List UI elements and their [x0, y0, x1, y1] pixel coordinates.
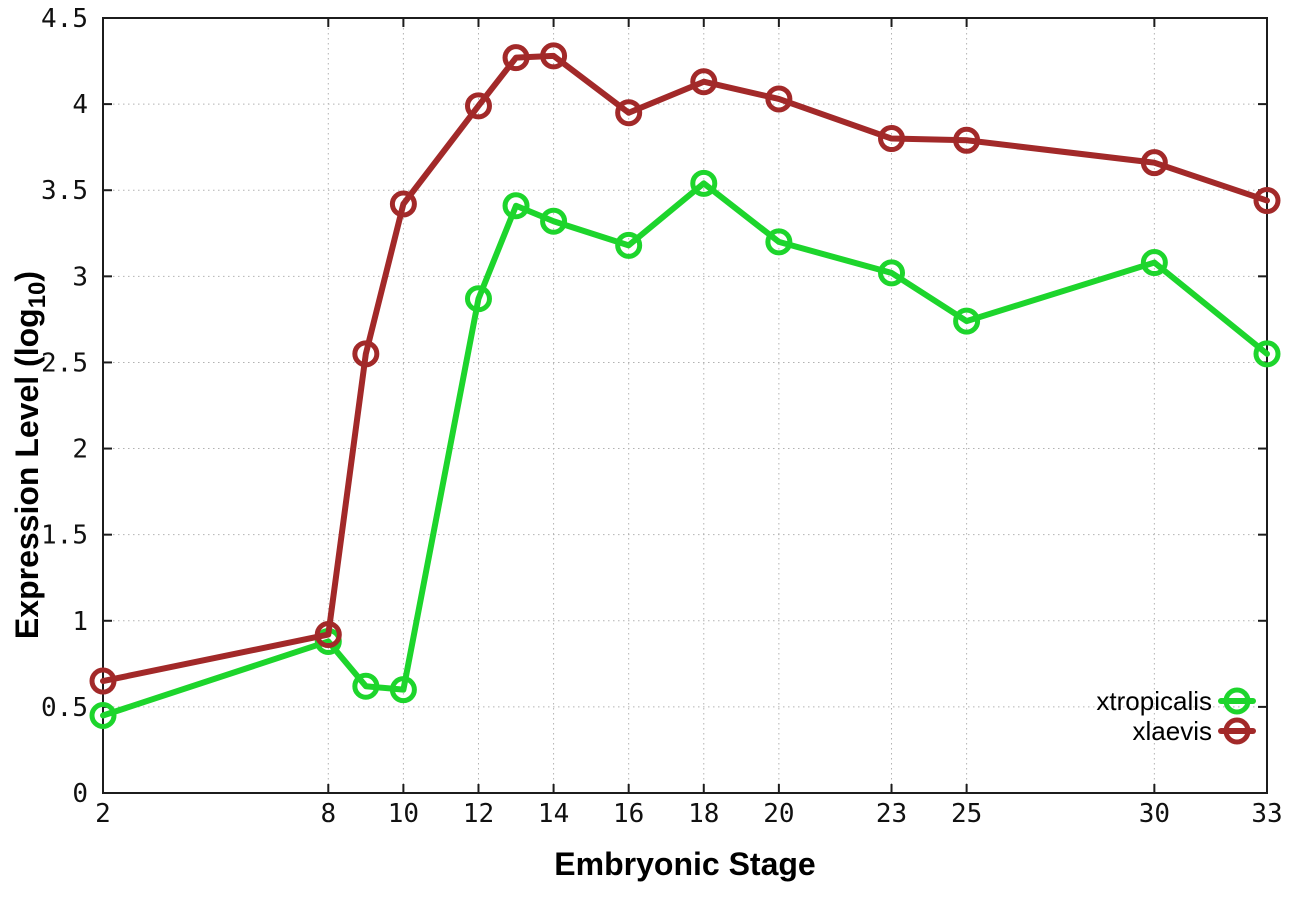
y-tick-label: 4 [72, 90, 88, 120]
y-tick-label: 0.5 [41, 693, 88, 723]
data-series [89, 42, 1281, 729]
y-tick-label: 4.5 [41, 4, 88, 34]
x-tick-label: 25 [951, 799, 982, 829]
x-tick-label: 20 [763, 799, 794, 829]
xtropicalis-line [100, 180, 1270, 719]
xlaevis-line [100, 52, 1270, 685]
xtropicalis-marker [389, 676, 417, 704]
xlaevis-marker [1140, 149, 1168, 177]
xtropicalis-marker [89, 702, 117, 729]
x-tick-label: 18 [688, 799, 719, 829]
y-tick-label: 1.5 [41, 521, 88, 551]
legend-label: xtropicalis [1096, 686, 1212, 716]
xtropicalis-marker [765, 228, 793, 256]
xtropicalis-marker [878, 259, 906, 287]
axis-titles: Embryonic Stage Expression Level (log10) [9, 271, 816, 882]
y-tick-label: 1 [72, 607, 88, 637]
xtropicalis-marker [690, 169, 718, 197]
xlaevis-marker [389, 190, 417, 218]
xlaevis-marker [878, 125, 906, 153]
x-tick-labels: 2 8 10 12 14 16 18 20 23 25 30 33 [95, 799, 1282, 829]
xtropicalis-marker [352, 672, 380, 700]
xtropicalis-marker [1253, 340, 1281, 368]
y-tick-label: 3 [72, 262, 88, 292]
xlaevis-marker [690, 68, 718, 96]
xtropicalis-marker [464, 285, 492, 313]
xlaevis-marker [314, 621, 342, 649]
x-tick-label: 2 [95, 799, 111, 829]
xlaevis-marker [1253, 187, 1281, 215]
series-xlaevis [89, 42, 1281, 695]
x-tick-label: 10 [388, 799, 419, 829]
x-tick-label: 8 [320, 799, 336, 829]
y-tick-label: 2 [72, 435, 88, 465]
axis-ticks [102, 17, 1268, 794]
x-tick-label: 30 [1139, 799, 1170, 829]
x-tick-label: 16 [613, 799, 644, 829]
legend-label: xlaevis [1133, 716, 1212, 746]
xlaevis-marker [89, 667, 117, 695]
plot-border-rect [102, 17, 1268, 794]
x-tick-label: 23 [876, 799, 907, 829]
xlaevis-marker [464, 92, 492, 120]
xlaevis-marker [540, 42, 568, 70]
xtropicalis-marker [1140, 249, 1168, 277]
xlaevis-marker [502, 44, 530, 72]
legend-marker [1223, 717, 1251, 745]
x-tick-label: 12 [463, 799, 494, 829]
x-tick-label: 14 [538, 799, 569, 829]
legend-marker [1223, 687, 1251, 715]
gridlines [103, 18, 1267, 793]
xlaevis-marker [953, 126, 981, 154]
y-axis-title: Expression Level (log10) [9, 271, 51, 639]
series-xtropicalis [89, 169, 1281, 729]
y-tick-labels: 0 0.5 1 1.5 2 2.5 3 3.5 4 4.5 [41, 4, 88, 809]
xlaevis-marker [615, 99, 643, 127]
legend-entry-xtropicalis: xtropicalis [1096, 686, 1256, 716]
y-tick-label: 3.5 [41, 176, 88, 206]
xtropicalis-marker [953, 307, 981, 335]
xlaevis-marker [765, 85, 793, 113]
xlaevis-marker [352, 340, 380, 368]
y-tick-label: 2.5 [41, 348, 88, 378]
legend-entry-xlaevis: xlaevis [1133, 716, 1256, 746]
y-tick-label: 0 [72, 779, 88, 809]
x-axis-title: Embryonic Stage [554, 846, 815, 882]
x-tick-label: 33 [1251, 799, 1282, 829]
xtropicalis-marker [615, 231, 643, 259]
xtropicalis-marker [502, 192, 530, 220]
xtropicalis-marker [540, 207, 568, 235]
plot-border [102, 17, 1268, 794]
